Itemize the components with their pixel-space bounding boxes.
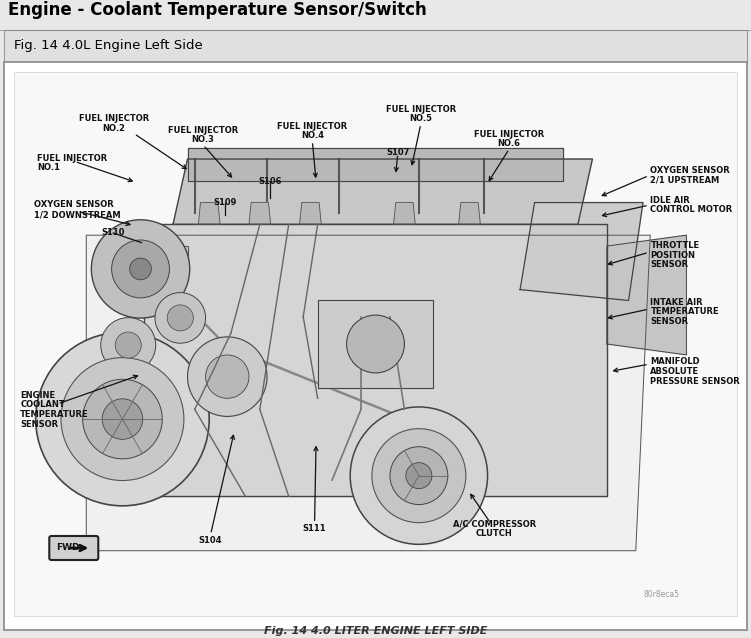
Polygon shape <box>394 202 415 225</box>
Polygon shape <box>249 202 270 225</box>
Text: FUEL INJECTOR
NO.2: FUEL INJECTOR NO.2 <box>79 114 149 133</box>
Text: MANIFOLD
ABSOLUTE
PRESSURE SENSOR: MANIFOLD ABSOLUTE PRESSURE SENSOR <box>650 357 740 386</box>
Text: Fig. 14 4.0L Engine Left Side: Fig. 14 4.0L Engine Left Side <box>14 40 203 52</box>
Text: FUEL INJECTOR
NO.3: FUEL INJECTOR NO.3 <box>168 126 238 144</box>
Polygon shape <box>198 202 220 225</box>
Circle shape <box>406 463 432 489</box>
Circle shape <box>36 332 210 506</box>
Text: S111: S111 <box>303 524 327 533</box>
Text: S109: S109 <box>214 198 237 207</box>
Polygon shape <box>459 202 481 225</box>
Text: FWD: FWD <box>56 544 80 553</box>
Circle shape <box>92 219 190 318</box>
Polygon shape <box>144 225 607 496</box>
Circle shape <box>102 399 143 440</box>
Text: S104: S104 <box>199 536 222 545</box>
Circle shape <box>115 332 141 358</box>
Polygon shape <box>188 148 563 181</box>
Polygon shape <box>520 202 643 300</box>
Text: S107: S107 <box>386 149 409 158</box>
Text: THROTTLE
POSITION
SENSOR: THROTTLE POSITION SENSOR <box>650 241 699 269</box>
Polygon shape <box>607 235 686 355</box>
Polygon shape <box>173 159 593 225</box>
Circle shape <box>83 380 162 459</box>
Polygon shape <box>144 246 188 279</box>
Polygon shape <box>86 235 650 551</box>
FancyBboxPatch shape <box>50 536 98 560</box>
Text: OXYGEN SENSOR
1/2 DOWNSTREAM: OXYGEN SENSOR 1/2 DOWNSTREAM <box>34 200 120 219</box>
Circle shape <box>167 305 193 331</box>
Circle shape <box>130 258 152 280</box>
Circle shape <box>390 447 448 505</box>
Text: Fig. 14 4.0 LITER ENGINE LEFT SIDE: Fig. 14 4.0 LITER ENGINE LEFT SIDE <box>264 626 487 636</box>
Text: IDLE AIR
CONTROL MOTOR: IDLE AIR CONTROL MOTOR <box>650 196 733 214</box>
Circle shape <box>188 337 267 417</box>
Text: S110: S110 <box>101 228 125 237</box>
Circle shape <box>61 358 184 480</box>
Circle shape <box>350 407 487 544</box>
Circle shape <box>101 318 155 373</box>
Bar <box>4 30 747 62</box>
Polygon shape <box>318 300 433 387</box>
Circle shape <box>206 355 249 398</box>
Text: FUEL INJECTOR
NO.1: FUEL INJECTOR NO.1 <box>38 154 107 172</box>
Text: FUEL INJECTOR
NO.4: FUEL INJECTOR NO.4 <box>277 122 348 140</box>
Text: S106: S106 <box>258 177 282 186</box>
Circle shape <box>372 429 466 523</box>
Text: ENGINE
COOLANT
TEMPERATURE
SENSOR: ENGINE COOLANT TEMPERATURE SENSOR <box>20 390 89 429</box>
Text: OXYGEN SENSOR
2/1 UPSTREAM: OXYGEN SENSOR 2/1 UPSTREAM <box>650 167 730 185</box>
Circle shape <box>155 293 206 343</box>
Bar <box>14 72 737 616</box>
Polygon shape <box>300 202 321 225</box>
Text: 80r8eca5: 80r8eca5 <box>643 590 679 598</box>
Text: FUEL INJECTOR
NO.6: FUEL INJECTOR NO.6 <box>474 130 544 149</box>
Circle shape <box>346 315 405 373</box>
Text: A/C COMPRESSOR
CLUTCH: A/C COMPRESSOR CLUTCH <box>453 519 536 538</box>
Circle shape <box>112 240 170 298</box>
Text: FUEL INJECTOR
NO.5: FUEL INJECTOR NO.5 <box>386 105 456 123</box>
Bar <box>4 62 747 630</box>
Text: INTAKE AIR
TEMPERATURE
SENSOR: INTAKE AIR TEMPERATURE SENSOR <box>650 298 719 326</box>
Text: Engine - Coolant Temperature Sensor/Switch: Engine - Coolant Temperature Sensor/Swit… <box>8 1 427 19</box>
